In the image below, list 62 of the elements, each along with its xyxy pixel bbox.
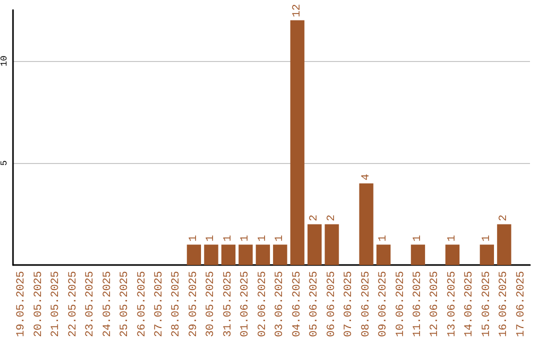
bar [290,20,304,265]
x-tick-label: 19.05.2025 [16,270,28,338]
bar [480,244,494,265]
x-tick-label: 09.06.2025 [378,270,390,338]
bar [497,224,512,265]
x-tick-label: 27.05.2025 [153,270,166,338]
x-tick-label: 04.06.2025 [291,270,304,338]
x-tick-label: 08.06.2025 [360,270,372,338]
x-tick-label: 24.05.2025 [102,270,114,338]
x-tick-label: 02.06.2025 [256,270,269,338]
x-tick-label: 14.06.2025 [464,270,476,338]
data-label: 2 [326,214,338,222]
bar [256,244,270,265]
data-label: 1 [378,234,390,242]
bar [376,244,391,265]
x-tick-label: 06.06.2025 [326,270,338,338]
data-label: 1 [274,234,286,242]
bar [204,244,218,265]
x-tick-label: 25.05.2025 [119,270,132,338]
x-tick-label: 21.05.2025 [50,270,62,338]
data-label: 1 [188,234,200,242]
x-tick-label: 26.05.2025 [136,270,148,338]
x-tick-label: 17.06.2025 [515,270,528,338]
data-label: 1 [205,234,218,242]
data-label: 1 [480,234,493,242]
bar [359,183,374,265]
x-tick-label: 12.06.2025 [429,270,442,338]
data-label: 1 [256,234,269,242]
x-tick-label: 10.06.2025 [394,270,407,338]
bar [445,244,460,265]
data-label: 2 [498,214,510,222]
data-label: 1 [240,234,252,242]
x-tick-label: 20.05.2025 [32,270,45,338]
bar [273,244,288,265]
bar [238,244,253,265]
data-label: 2 [308,214,321,222]
bar [308,224,322,265]
x-tick-label: 15.06.2025 [480,270,493,338]
data-label: 1 [446,234,458,242]
x-tick-label: 22.05.2025 [67,270,80,338]
x-tick-label: 23.05.2025 [84,270,97,338]
x-tick-label: 28.05.2025 [170,270,183,338]
data-label: 1 [412,234,424,242]
bar [410,244,426,265]
data-label: 4 [360,173,372,180]
x-tick-label: 01.06.2025 [240,270,252,338]
bar [221,244,236,265]
x-tick-label: 11.06.2025 [412,270,424,338]
x-tick-label: 31.05.2025 [222,270,234,338]
x-tick-label: 03.06.2025 [274,270,286,338]
x-tick-label: 07.06.2025 [343,270,356,338]
x-tick-label: 13.06.2025 [446,270,458,338]
data-label: 12 [291,4,304,18]
bar [186,244,202,265]
x-tick-label: 29.05.2025 [188,270,200,338]
y-tick-label: 10 [0,56,10,66]
bar [324,224,339,265]
x-tick-label: 16.06.2025 [498,270,510,338]
x-tick-label: 30.05.2025 [205,270,218,338]
y-tick-label: 5 [0,160,10,166]
x-tick-label: 05.06.2025 [308,270,321,338]
data-label: 1 [222,234,234,242]
